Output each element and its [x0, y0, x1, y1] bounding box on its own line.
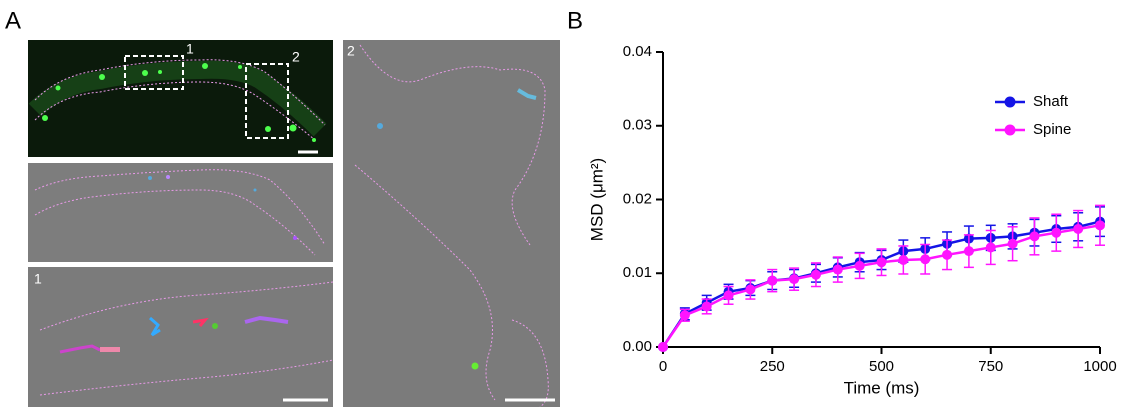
- data-point: [920, 254, 931, 265]
- legend-label: Shaft: [1033, 93, 1069, 110]
- fluorescence-image: 1 2: [28, 40, 333, 157]
- zoom-image: 1: [28, 267, 334, 407]
- y-tick-label: 0.00: [623, 338, 652, 355]
- data-point: [789, 274, 800, 285]
- data-point: [985, 242, 996, 253]
- y-tick-label: 0.01: [623, 264, 652, 281]
- data-point: [876, 257, 887, 268]
- data-point: [832, 264, 843, 275]
- roi-label: 2: [292, 49, 300, 65]
- x-tick-label: 250: [760, 358, 785, 375]
- data-point: [898, 254, 909, 265]
- legend-marker: [1004, 124, 1016, 136]
- panel-label: A: [5, 7, 21, 34]
- roi-label: 1: [186, 41, 194, 57]
- data-point: [942, 249, 953, 260]
- data-point: [963, 246, 974, 257]
- data-point: [701, 301, 712, 312]
- x-tick-label: 500: [869, 358, 894, 375]
- data-point: [767, 275, 778, 286]
- zoom-image: 2: [343, 40, 560, 408]
- y-tick-label: 0.04: [623, 43, 652, 60]
- data-point: [1051, 227, 1062, 238]
- data-point: [1007, 238, 1018, 249]
- y-tick-label: 0.03: [623, 117, 652, 134]
- panel-label: B: [567, 7, 583, 34]
- data-point: [1073, 224, 1084, 234]
- data-point: [745, 284, 756, 295]
- x-tick-label: 1000: [1083, 358, 1116, 375]
- legend-label: Spine: [1033, 121, 1071, 138]
- data-point: [1029, 231, 1040, 242]
- data-point: [810, 269, 821, 280]
- data-point: [679, 310, 690, 321]
- data-point: [1095, 220, 1105, 231]
- data-point: [658, 342, 668, 352]
- x-tick-label: 0: [659, 358, 667, 375]
- data-point: [723, 290, 734, 301]
- zoom-label: 1: [34, 271, 42, 287]
- y-axis-label: MSD (μm²): [587, 158, 606, 241]
- data-point: [854, 260, 865, 271]
- zoom-label: 2: [347, 43, 355, 59]
- track-overview-image: [28, 163, 333, 262]
- legend-marker: [1004, 96, 1016, 108]
- x-tick-label: 750: [978, 358, 1003, 375]
- y-tick-label: 0.02: [623, 190, 652, 207]
- x-axis-label: Time (ms): [844, 378, 920, 397]
